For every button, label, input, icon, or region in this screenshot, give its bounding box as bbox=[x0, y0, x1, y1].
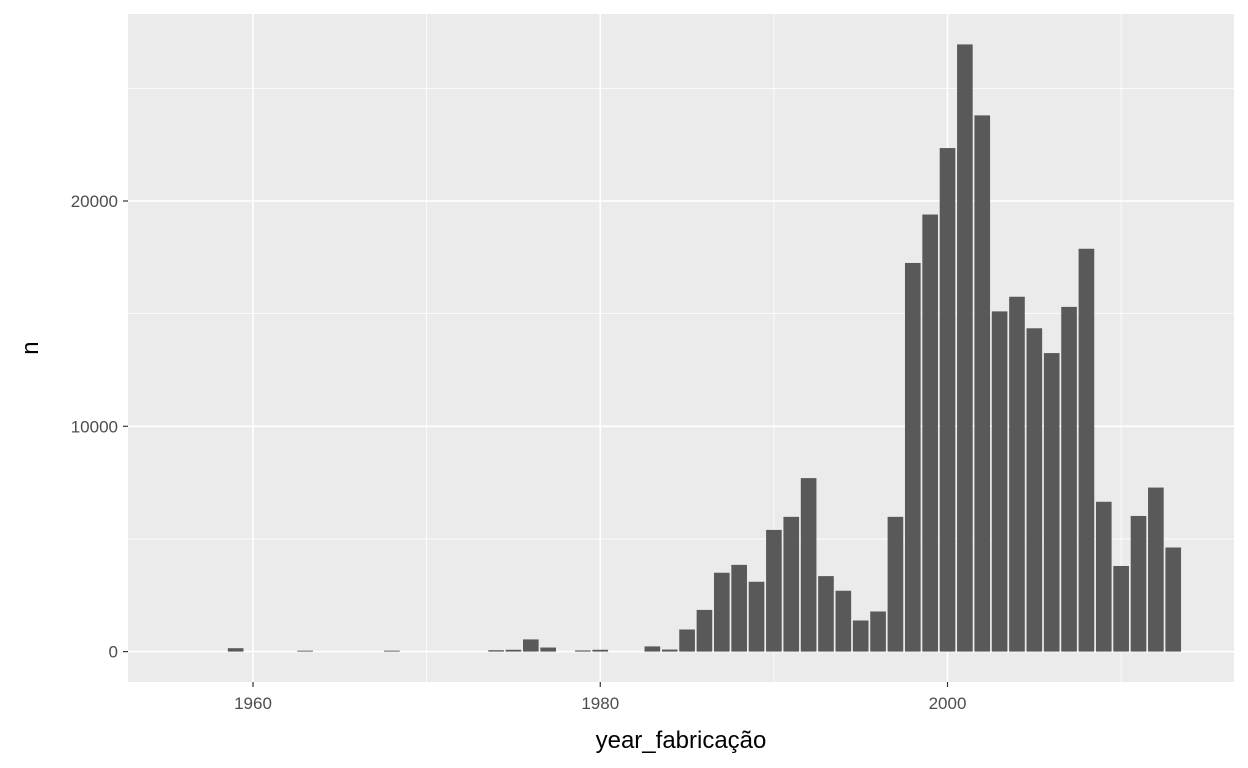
bar-2011 bbox=[1130, 515, 1147, 652]
bar-2002 bbox=[974, 115, 991, 652]
bar-1990 bbox=[766, 529, 782, 652]
x-tick-labels: 1960 1980 2000 bbox=[234, 694, 966, 713]
bar-1989 bbox=[748, 581, 765, 652]
bars bbox=[227, 44, 1182, 652]
bar-1959 bbox=[227, 648, 244, 652]
bar-1995 bbox=[852, 620, 869, 652]
bar-2010 bbox=[1113, 565, 1129, 652]
bar-2008 bbox=[1078, 248, 1095, 652]
x-axis-title: year_fabricação bbox=[596, 727, 767, 754]
bar-1988 bbox=[731, 564, 747, 652]
bar-1991 bbox=[783, 516, 800, 652]
x-tick-label: 1980 bbox=[581, 694, 619, 713]
bar-1997 bbox=[887, 516, 904, 652]
bar-2003 bbox=[991, 311, 1008, 652]
bar-1983 bbox=[644, 646, 661, 652]
bar-1980 bbox=[592, 649, 609, 652]
bar-1974 bbox=[488, 650, 504, 652]
x-tick-label: 2000 bbox=[929, 694, 967, 713]
bar-1996 bbox=[870, 611, 886, 652]
bar-2005 bbox=[1026, 328, 1043, 652]
bar-2007 bbox=[1061, 306, 1077, 652]
y-tick-labels: 0 10000 20000 bbox=[71, 192, 118, 662]
bar-1986 bbox=[696, 609, 713, 652]
axis-ticks bbox=[123, 200, 949, 687]
bar-1977 bbox=[540, 647, 556, 652]
x-tick-label: 1960 bbox=[234, 694, 272, 713]
bar-1985 bbox=[679, 629, 695, 652]
y-tick-label: 0 bbox=[109, 643, 118, 662]
bar-2001 bbox=[957, 44, 973, 652]
bar-2013 bbox=[1165, 547, 1182, 652]
bar-1998 bbox=[904, 262, 921, 652]
bar-1992 bbox=[800, 478, 817, 652]
y-axis-title: n bbox=[17, 341, 44, 354]
bar-2012 bbox=[1148, 487, 1164, 652]
bar-1979 bbox=[575, 650, 591, 652]
bar-1999 bbox=[922, 214, 938, 652]
bar-2009 bbox=[1095, 501, 1112, 652]
bar-1984 bbox=[661, 649, 678, 652]
bar-1968 bbox=[384, 650, 400, 652]
bar-1975 bbox=[505, 649, 522, 652]
minor-gridlines bbox=[128, 14, 1234, 682]
bar-2004 bbox=[1009, 296, 1025, 652]
bar-1963 bbox=[297, 650, 313, 652]
bar-2000 bbox=[939, 148, 956, 652]
bar-1976 bbox=[523, 639, 539, 652]
bar-1987 bbox=[713, 572, 730, 652]
bar-1993 bbox=[818, 576, 834, 652]
y-tick-label: 20000 bbox=[71, 192, 118, 211]
bar-2006 bbox=[1043, 353, 1060, 652]
y-tick-label: 10000 bbox=[71, 417, 118, 436]
bar-1994 bbox=[835, 590, 852, 652]
